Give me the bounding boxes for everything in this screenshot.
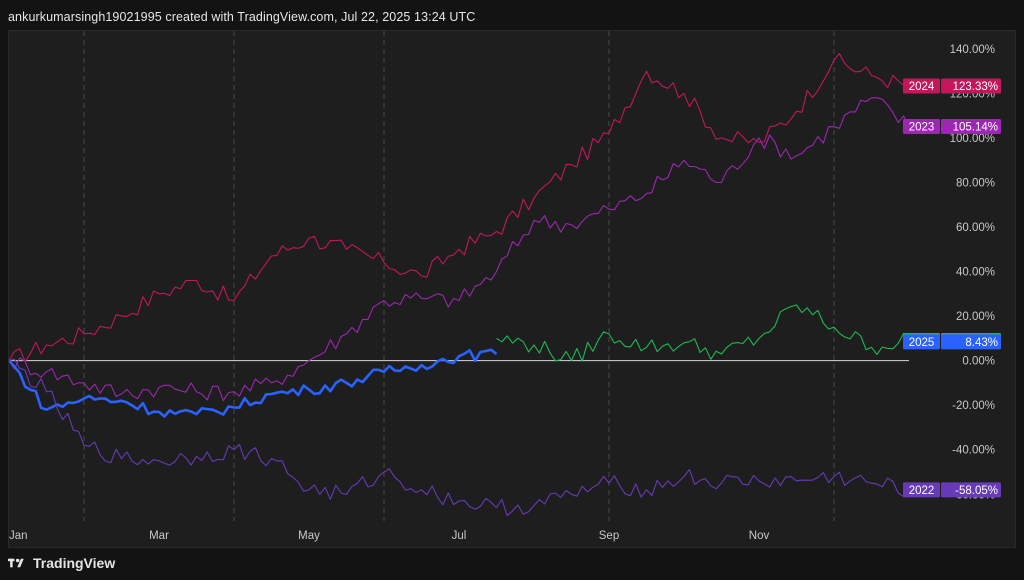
badge-year-bg (903, 334, 940, 350)
series-line-2024-0 (9, 53, 910, 363)
y-tick-label: 80.00% (956, 177, 995, 189)
series-lines (9, 53, 910, 517)
badge-value-text: 123.33% (953, 81, 998, 93)
badge-year-text: 2025 (909, 337, 935, 349)
y-tick-label: 140.00% (950, 44, 995, 56)
badge-value-bg (941, 334, 1001, 350)
y-tick-label: 0.00% (962, 356, 995, 368)
x-axis: Jan Mar May Jul Sep Nov (9, 530, 769, 542)
y-tick-label: -40.00% (952, 445, 995, 457)
badge-value-text: 105.14% (953, 121, 998, 133)
y-tick-label: 40.00% (956, 267, 995, 279)
y-tick-label: 60.00% (956, 222, 995, 234)
y-tick-label: -20.00% (952, 400, 995, 412)
brand-footer[interactable]: TradingView (8, 555, 115, 571)
badge-value-bg (941, 118, 1001, 134)
x-tick-label: Jan (9, 530, 28, 542)
x-tick-label: Sep (599, 530, 619, 542)
badge-value-text: -58.05% (955, 485, 998, 497)
grid-lines (83, 31, 835, 521)
series-badge-2024[interactable]: 2024 123.33% (903, 78, 1001, 94)
badge-year-bg (903, 118, 940, 134)
y-tick-label: 100.00% (950, 133, 995, 145)
brand-name: TradingView (33, 555, 116, 571)
series-line-2022-0 (9, 358, 910, 517)
chart-area[interactable]: 140.00% 120.00% 100.00% 80.00% 60.00% 40.00% 2… (8, 30, 1016, 548)
tradingview-logo-icon (8, 558, 24, 568)
series-badge-2025[interactable]: 2025 8.43% (903, 334, 1001, 350)
badge-value-bg (941, 482, 1001, 498)
y-tick-label: 20.00% (956, 311, 995, 323)
y-axis: 140.00%120.00%100.00%80.00%60.00%40.00%2… (950, 44, 995, 501)
chart-caption: ankurkumarsingh19021995 created with Tra… (8, 10, 476, 24)
x-tick-label: Nov (749, 530, 770, 542)
badge-year-bg (903, 482, 940, 498)
x-tick-label: Mar (149, 530, 169, 542)
x-tick-label: May (298, 530, 320, 542)
badge-year-text: 2022 (909, 485, 935, 497)
series-badge-2022[interactable]: 2022 -58.05% (903, 482, 1001, 498)
series-line-2023-0 (9, 97, 910, 402)
series-line-2021-0 (496, 304, 910, 362)
series-line-2025-0 (9, 348, 498, 418)
series-badge-2023[interactable]: 2023 105.14% (903, 118, 1001, 134)
comparison-chart[interactable]: 140.00%120.00%100.00%80.00%60.00%40.00%2… (9, 31, 1017, 549)
x-tick-label: Jul (452, 530, 467, 542)
series-badges: 2024123.33%2023105.14%20219.05%20258.43%… (903, 78, 1001, 498)
badge-value-bg (941, 78, 1001, 94)
badge-value-text: 8.43% (965, 337, 998, 349)
badge-year-text: 2023 (909, 121, 935, 133)
badge-year-bg (903, 78, 940, 94)
badge-year-text: 2024 (909, 81, 935, 93)
